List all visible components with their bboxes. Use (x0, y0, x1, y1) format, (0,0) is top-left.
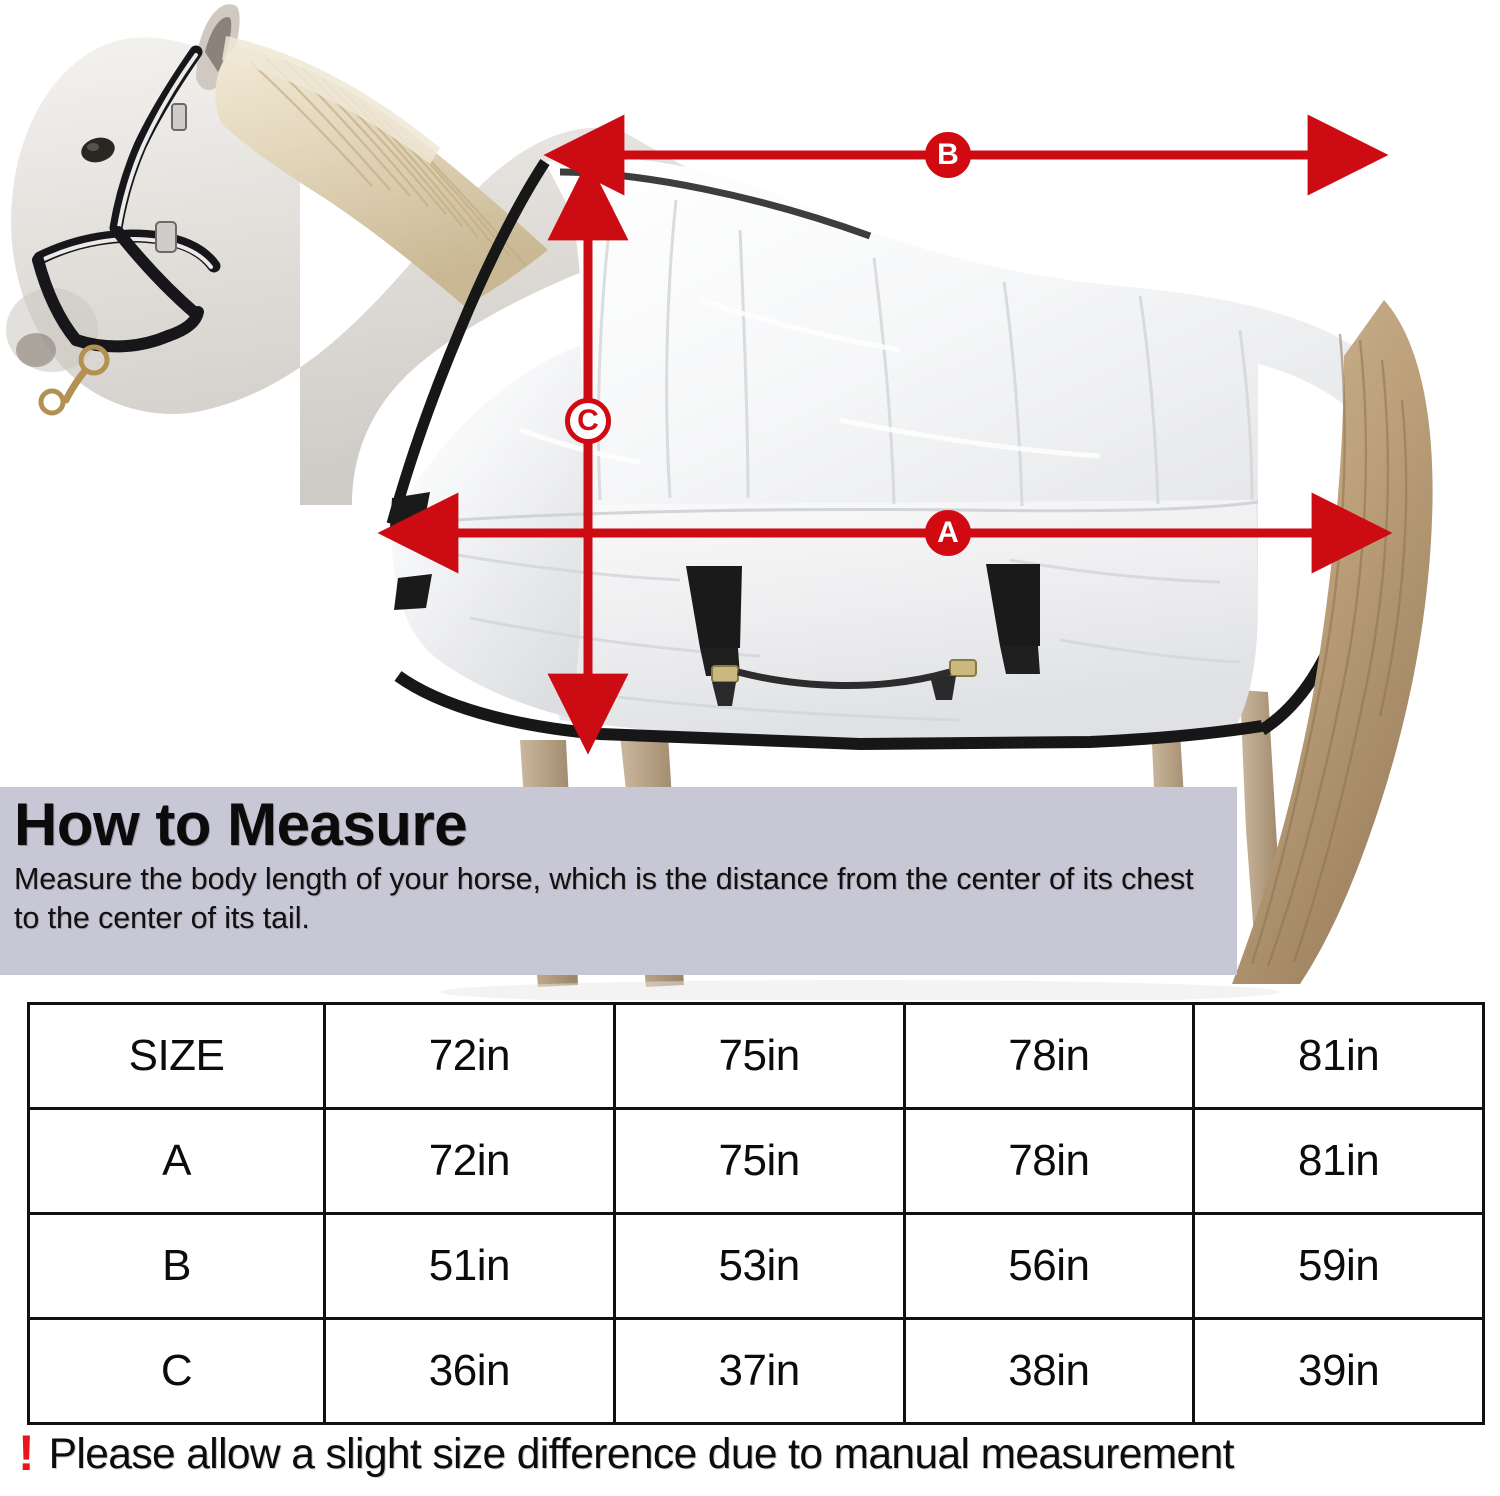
row-head-size: SIZE (27, 1002, 326, 1110)
cell-a-2: 75in (612, 1107, 906, 1215)
row-head-a: A (27, 1107, 326, 1215)
disclaimer-text: Please allow a slight size difference du… (48, 1430, 1235, 1478)
table-row: B 51in 53in 56in 59in (27, 1212, 1485, 1320)
table-row: SIZE 72in 75in 78in 81in (27, 1002, 1485, 1110)
halter (32, 45, 221, 416)
how-to-measure-banner: How to Measure Measure the body length o… (0, 787, 1237, 975)
horse-illustration (6, 4, 1433, 1000)
measurement-marker-c: C (565, 398, 611, 444)
measurement-marker-b: B (925, 132, 971, 178)
table-row: A 72in 75in 78in 81in (27, 1107, 1485, 1215)
cell-c-3: 38in (902, 1317, 1196, 1425)
measurement-overlay (377, 114, 1393, 755)
cell-c-2: 37in (612, 1317, 906, 1425)
cell-a-1: 72in (323, 1107, 616, 1215)
cell-b-3: 56in (902, 1212, 1196, 1320)
cell-b-4: 59in (1192, 1212, 1485, 1320)
row-head-b: B (27, 1212, 326, 1320)
cell-c-1: 36in (323, 1317, 616, 1425)
cell-a-4: 81in (1192, 1107, 1485, 1215)
cell-b-2: 53in (612, 1212, 906, 1320)
measurement-marker-a: A (925, 510, 971, 556)
table-row: C 36in 37in 38in 39in (27, 1317, 1485, 1425)
cell-b-1: 51in (323, 1212, 616, 1320)
size-chart-table: SIZE 72in 75in 78in 81in A 72in 75in 78i… (27, 1002, 1485, 1425)
exclamation-icon: ! (18, 1425, 35, 1481)
disclaimer-note: ! Please allow a slight size difference … (18, 1424, 1488, 1486)
cell-size-3: 78in (902, 1002, 1196, 1110)
banner-description: Measure the body length of your horse, w… (14, 862, 1194, 936)
cell-size-4: 81in (1192, 1002, 1485, 1110)
belly-straps (686, 564, 1040, 706)
cell-a-3: 78in (902, 1107, 1196, 1215)
cell-c-4: 39in (1192, 1317, 1485, 1425)
cell-size-2: 75in (612, 1002, 906, 1110)
banner-title: How to Measure (14, 791, 468, 858)
row-head-c: C (27, 1317, 326, 1425)
cell-size-1: 72in (323, 1002, 616, 1110)
